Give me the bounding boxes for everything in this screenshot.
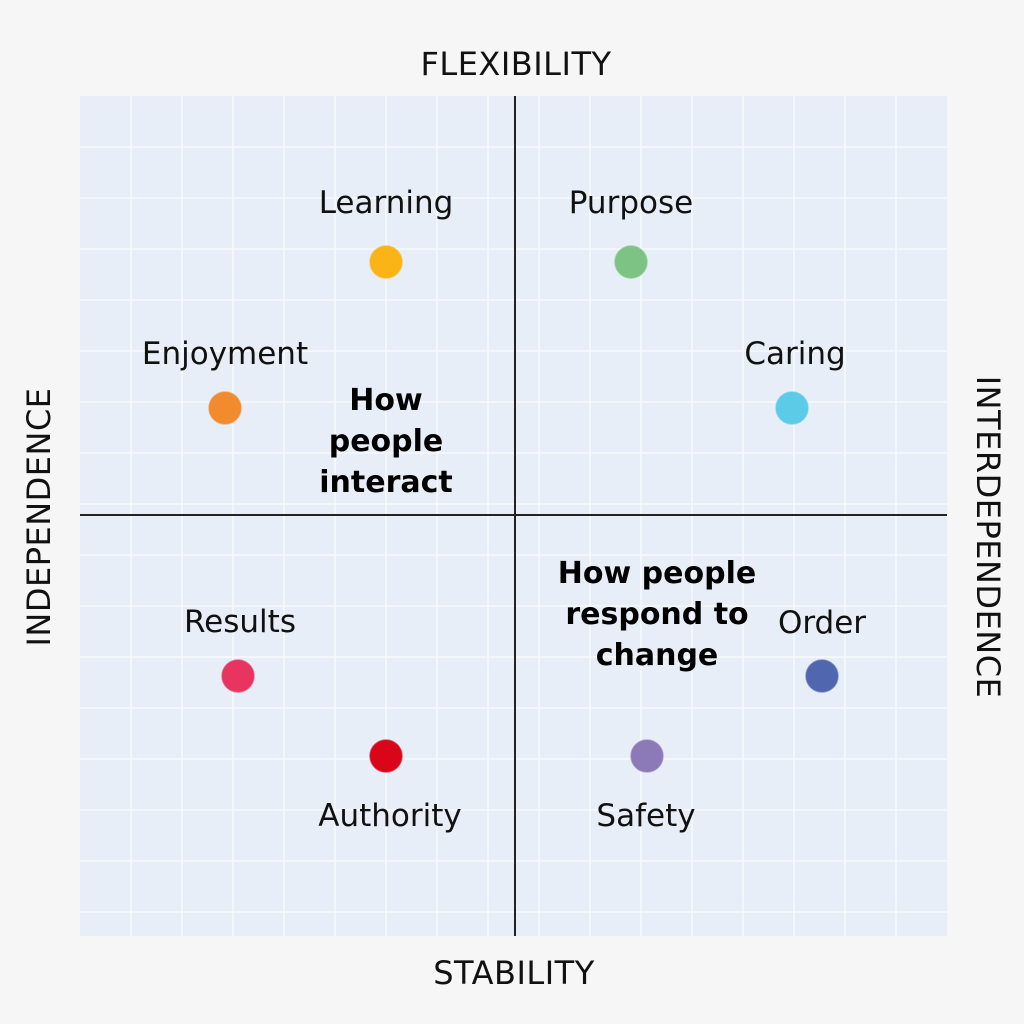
point-marker-results — [221, 659, 255, 693]
point-label-order: Order — [778, 605, 866, 641]
point-marker-purpose — [614, 245, 648, 279]
axis-label-left: INDEPENDENCE — [20, 387, 58, 646]
point-order: Order — [778, 605, 866, 693]
point-marker-caring — [775, 391, 809, 425]
point-authority: Authority — [318, 739, 462, 834]
point-marker-learning — [369, 245, 403, 279]
quadrant-label-bottom-right-line-1: How people — [558, 556, 756, 591]
quadrant-label-top-left-line-2: people — [329, 424, 444, 459]
point-marker-safety — [630, 739, 664, 773]
quadrant-label-top-left-line-3: interact — [319, 465, 453, 500]
point-marker-enjoyment — [208, 391, 242, 425]
point-marker-authority — [369, 739, 403, 773]
point-caring: Caring — [744, 336, 846, 425]
point-results: Results — [184, 604, 296, 693]
point-label-results: Results — [184, 604, 296, 640]
point-enjoyment: Enjoyment — [142, 336, 308, 425]
point-purpose: Purpose — [569, 185, 693, 279]
point-label-enjoyment: Enjoyment — [142, 336, 308, 372]
point-marker-order — [805, 659, 839, 693]
point-learning: Learning — [319, 185, 454, 279]
axis-label-bottom: STABILITY — [433, 954, 595, 992]
quadrant-label-bottom-right-line-2: respond to — [565, 597, 748, 632]
point-safety: Safety — [596, 739, 696, 834]
axis-label-top: FLEXIBILITY — [420, 45, 611, 83]
quadrant-label-bottom-right-line-3: change — [596, 638, 719, 673]
point-label-caring: Caring — [744, 336, 845, 372]
axis-label-right: INTERDEPENDENCE — [969, 376, 1007, 699]
point-label-safety: Safety — [596, 798, 695, 834]
point-label-authority: Authority — [318, 798, 461, 834]
point-label-learning: Learning — [319, 185, 454, 221]
quadrant-label-top-left-line-1: How — [349, 383, 422, 418]
point-label-purpose: Purpose — [569, 185, 693, 221]
